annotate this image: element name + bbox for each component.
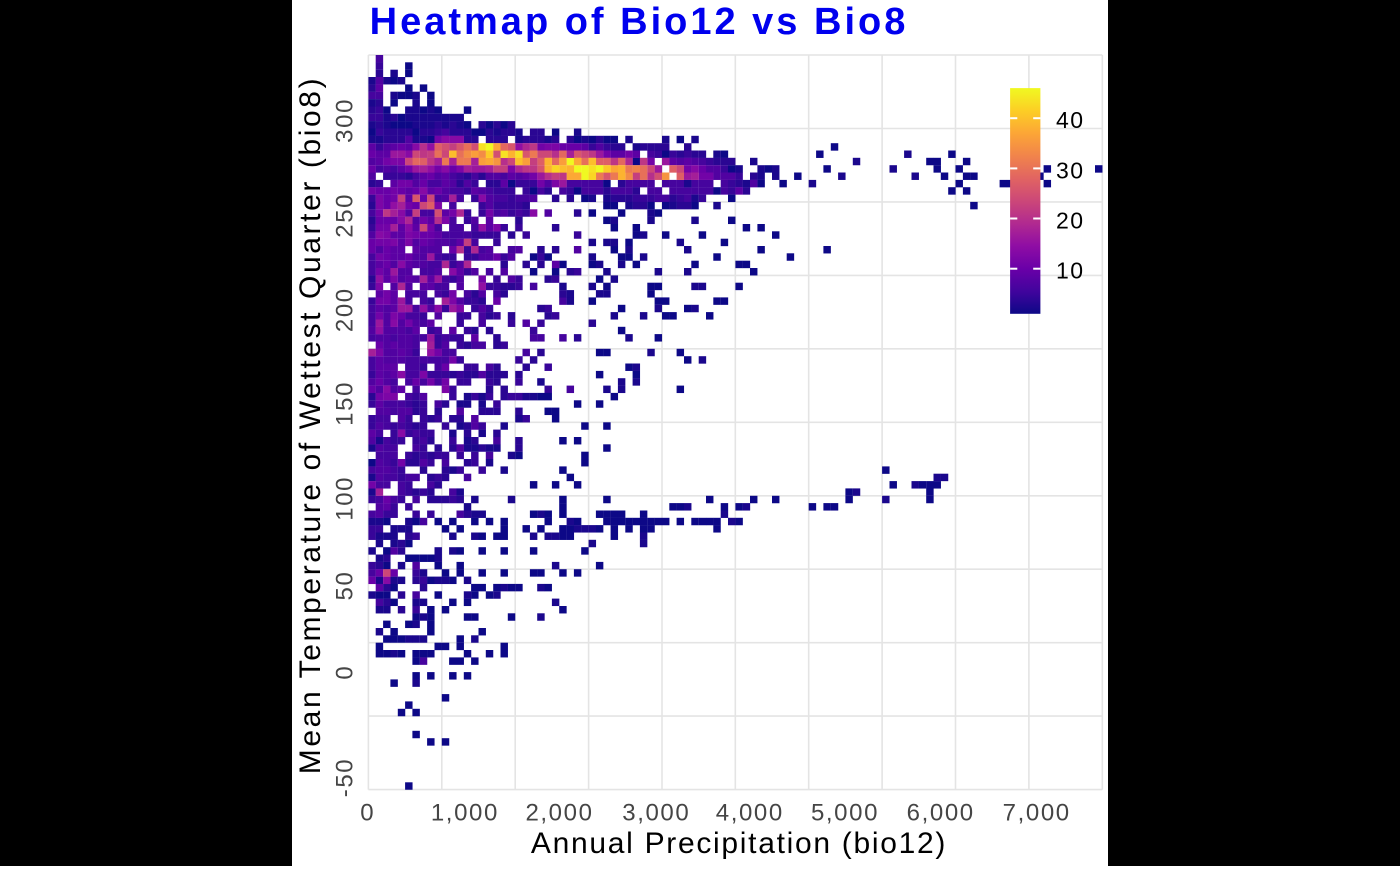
svg-text:100: 100 (331, 476, 358, 521)
svg-text:6,000: 6,000 (907, 800, 975, 827)
svg-text:200: 200 (331, 287, 358, 332)
svg-text:150: 150 (331, 381, 358, 426)
svg-text:50: 50 (331, 571, 358, 601)
svg-text:300: 300 (331, 98, 358, 143)
svg-text:7,000: 7,000 (1003, 800, 1071, 827)
svg-text:3,000: 3,000 (622, 800, 690, 827)
svg-text:10: 10 (1056, 258, 1084, 284)
svg-text:Mean Temperature of Wettest Qu: Mean Temperature of Wettest Quarter (bio… (294, 76, 327, 774)
svg-text:2,000: 2,000 (525, 800, 593, 827)
svg-text:1,000: 1,000 (431, 800, 499, 827)
svg-text:Heatmap of Bio12 vs Bio8: Heatmap of Bio12 vs Bio8 (370, 1, 909, 43)
svg-text:-50: -50 (331, 758, 358, 798)
svg-text:5,000: 5,000 (811, 800, 879, 827)
svg-text:250: 250 (331, 193, 358, 238)
svg-text:4,000: 4,000 (716, 800, 784, 827)
svg-text:30: 30 (1056, 157, 1084, 183)
svg-text:40: 40 (1056, 107, 1084, 133)
svg-text:Annual Precipitation (bio12): Annual Precipitation (bio12) (531, 827, 947, 860)
svg-text:0: 0 (360, 800, 375, 827)
svg-text:20: 20 (1056, 208, 1084, 234)
svg-text:0: 0 (331, 665, 358, 680)
